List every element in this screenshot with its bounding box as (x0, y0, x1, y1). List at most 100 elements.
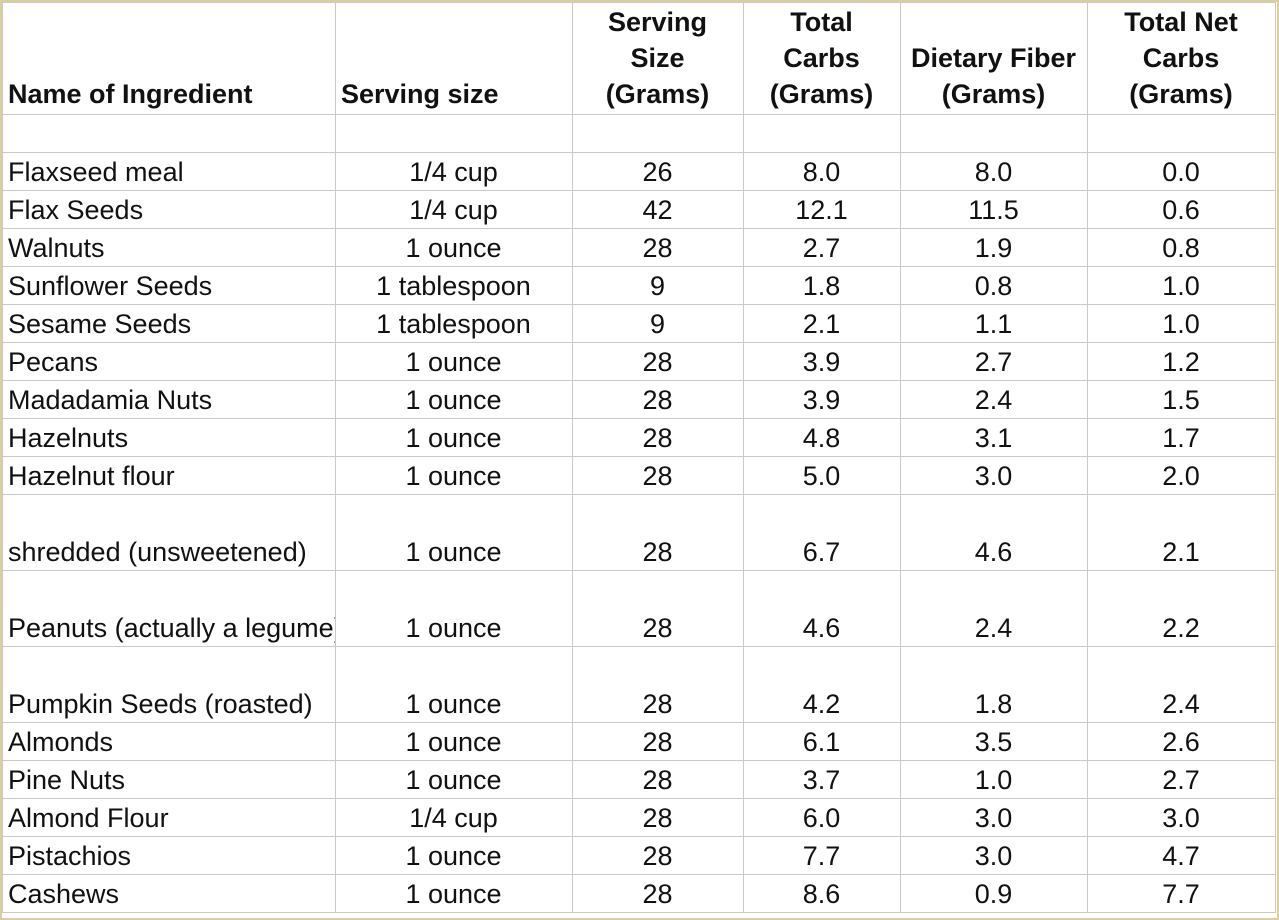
dietary-fiber: 0.9 (900, 874, 1088, 913)
total-carbs: 4.8 (743, 418, 901, 457)
header-serving-size: Serving size (335, 2, 573, 115)
table-row: Walnuts 1 ounce 28 2.7 1.9 0.8 (2, 228, 1276, 267)
total-carbs: 3.7 (743, 760, 901, 799)
table-row: Flax Seeds 1/4 cup 42 12.1 11.5 0.6 (2, 190, 1276, 229)
total-carbs: 8.0 (743, 152, 901, 191)
net-carbs: 0.0 (1087, 152, 1276, 191)
header-serving-grams: Serving Size (Grams) (572, 2, 744, 115)
net-carbs: 2.2 (1087, 570, 1276, 647)
serving-grams: 9 (572, 304, 744, 343)
net-carbs: 2.1 (1087, 494, 1276, 571)
table-row: Peanuts (actually a legume) 1 ounce 28 4… (2, 570, 1276, 647)
dietary-fiber: 11.5 (900, 190, 1088, 229)
blank-row (2, 114, 1276, 153)
ingredient-name: Sesame Seeds (2, 304, 336, 343)
serving-size: 1 ounce (335, 646, 573, 723)
net-carbs: 1.5 (1087, 380, 1276, 419)
serving-grams: 42 (572, 190, 744, 229)
total-carbs: 4.6 (743, 570, 901, 647)
ingredient-name: Almond Flour (2, 798, 336, 837)
table-row: Pumpkin Seeds (roasted) 1 ounce 28 4.2 1… (2, 646, 1276, 723)
header-row: Name of Ingredient Serving size Serving … (2, 2, 1276, 115)
net-carbs: 7.7 (1087, 874, 1276, 913)
table-row: Cashews 1 ounce 28 8.6 0.9 7.7 (2, 874, 1276, 913)
dietary-fiber: 1.8 (900, 646, 1088, 723)
net-carbs: 1.0 (1087, 266, 1276, 305)
net-carbs: 1.0 (1087, 304, 1276, 343)
serving-grams: 28 (572, 798, 744, 837)
serving-size: 1 ounce (335, 760, 573, 799)
serving-grams: 28 (572, 874, 744, 913)
ingredient-name: Walnuts (2, 228, 336, 267)
table-row: Almond Flour 1/4 cup 28 6.0 3.0 3.0 (2, 798, 1276, 837)
dietary-fiber: 3.0 (900, 798, 1088, 837)
dietary-fiber: 0.8 (900, 266, 1088, 305)
serving-size: 1 ounce (335, 494, 573, 571)
net-carbs: 3.0 (1087, 798, 1276, 837)
serving-size: 1 ounce (335, 456, 573, 495)
serving-size: 1 tablespoon (335, 304, 573, 343)
table-row: Almonds 1 ounce 28 6.1 3.5 2.6 (2, 722, 1276, 761)
serving-size: 1 ounce (335, 418, 573, 457)
total-carbs: 2.7 (743, 228, 901, 267)
table-row: Madadamia Nuts 1 ounce 28 3.9 2.4 1.5 (2, 380, 1276, 419)
ingredient-name: Hazelnuts (2, 418, 336, 457)
table-row: Hazelnut flour 1 ounce 28 5.0 3.0 2.0 (2, 456, 1276, 495)
net-carbs: 2.4 (1087, 646, 1276, 723)
ingredient-name: Pumpkin Seeds (roasted) (2, 646, 336, 723)
total-carbs: 5.0 (743, 456, 901, 495)
ingredient-name: Cashews (2, 874, 336, 913)
serving-grams: 28 (572, 456, 744, 495)
header-name: Name of Ingredient (2, 2, 336, 115)
serving-grams: 26 (572, 152, 744, 191)
serving-grams: 28 (572, 228, 744, 267)
dietary-fiber: 3.5 (900, 722, 1088, 761)
net-carbs: 0.6 (1087, 190, 1276, 229)
ingredient-name: Madadamia Nuts (2, 380, 336, 419)
ingredient-name: Almonds (2, 722, 336, 761)
total-carbs: 8.6 (743, 874, 901, 913)
total-carbs: 12.1 (743, 190, 901, 229)
ingredient-name: Peanuts (actually a legume) (2, 570, 336, 647)
dietary-fiber: 1.0 (900, 760, 1088, 799)
serving-size: 1/4 cup (335, 152, 573, 191)
blank-cell (335, 114, 573, 153)
table-row: Sunflower Seeds 1 tablespoon 9 1.8 0.8 1… (2, 266, 1276, 305)
serving-size: 1 ounce (335, 722, 573, 761)
ingredient-name: Flax Seeds (2, 190, 336, 229)
ingredient-name: shredded (unsweetened) (2, 494, 336, 571)
serving-size: 1 tablespoon (335, 266, 573, 305)
serving-grams: 28 (572, 342, 744, 381)
header-net-carbs: Total Net Carbs (Grams) (1087, 2, 1276, 115)
total-carbs: 1.8 (743, 266, 901, 305)
dietary-fiber: 8.0 (900, 152, 1088, 191)
net-carbs: 4.7 (1087, 836, 1276, 875)
dietary-fiber: 3.0 (900, 456, 1088, 495)
table-row: Pecans 1 ounce 28 3.9 2.7 1.2 (2, 342, 1276, 381)
serving-grams: 28 (572, 418, 744, 457)
net-carbs: 1.2 (1087, 342, 1276, 381)
net-carbs: 2.6 (1087, 722, 1276, 761)
total-carbs: 3.9 (743, 380, 901, 419)
header-total-carbs: Total Carbs (Grams) (743, 2, 901, 115)
ingredient-name: Pine Nuts (2, 760, 336, 799)
total-carbs: 6.7 (743, 494, 901, 571)
serving-grams: 28 (572, 722, 744, 761)
table-row: Hazelnuts 1 ounce 28 4.8 3.1 1.7 (2, 418, 1276, 457)
serving-size: 1 ounce (335, 874, 573, 913)
serving-size: 1 ounce (335, 342, 573, 381)
serving-size: 1 ounce (335, 228, 573, 267)
table-row: Pine Nuts 1 ounce 28 3.7 1.0 2.7 (2, 760, 1276, 799)
serving-size: 1/4 cup (335, 798, 573, 837)
ingredient-name: Flaxseed meal (2, 152, 336, 191)
total-carbs: 3.9 (743, 342, 901, 381)
serving-grams: 28 (572, 570, 744, 647)
serving-size: 1/4 cup (335, 190, 573, 229)
serving-grams: 28 (572, 646, 744, 723)
header-dietary-fiber: Dietary Fiber (Grams) (900, 2, 1088, 115)
serving-size: 1 ounce (335, 570, 573, 647)
serving-grams: 28 (572, 494, 744, 571)
ingredient-name: Sunflower Seeds (2, 266, 336, 305)
